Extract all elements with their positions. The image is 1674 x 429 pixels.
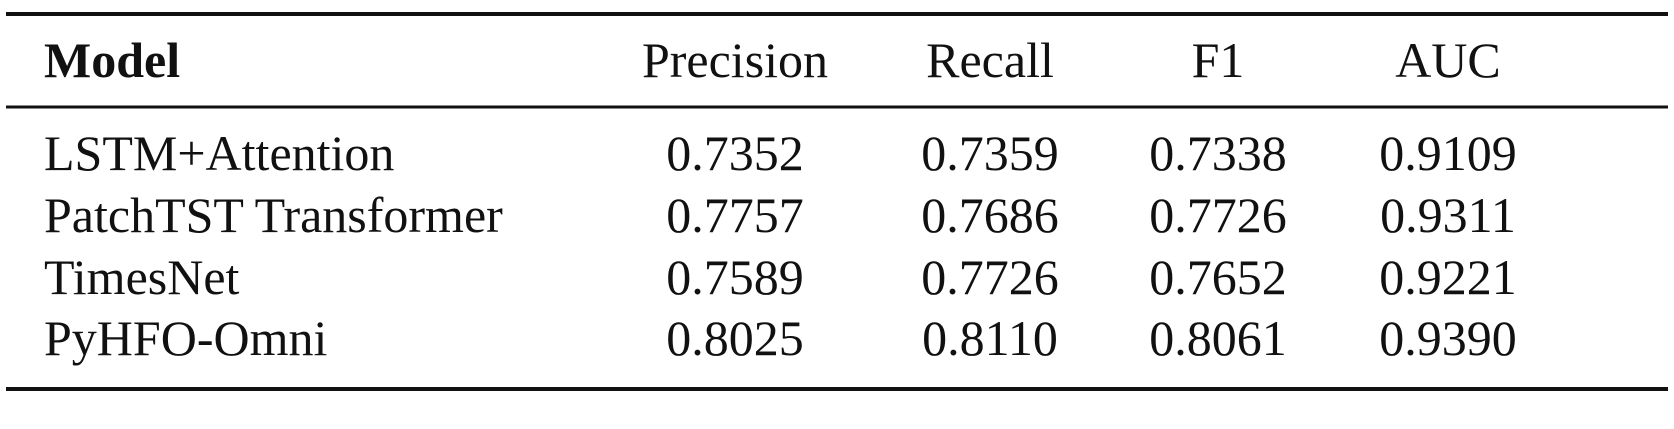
metric-value: 0.8025 xyxy=(666,310,804,366)
metric-value: 0.7589 xyxy=(666,249,804,305)
metric-value: 0.7352 xyxy=(666,125,804,181)
metric-value: 0.7726 xyxy=(921,249,1059,305)
metric-value: 0.8061 xyxy=(1149,310,1287,366)
header-cell: Recall xyxy=(926,32,1054,88)
metric-value: 0.8110 xyxy=(922,310,1058,366)
header-cell: Model xyxy=(44,32,180,88)
metric-value: 0.9390 xyxy=(1379,310,1517,366)
model-name: TimesNet xyxy=(44,249,240,305)
header-cell: AUC xyxy=(1395,32,1501,88)
metric-value: 0.7338 xyxy=(1149,125,1287,181)
header-cell: F1 xyxy=(1192,32,1245,88)
model-name: LSTM+Attention xyxy=(44,125,394,181)
model-name: PyHFO-Omni xyxy=(44,310,327,366)
metric-value: 0.9221 xyxy=(1379,249,1517,305)
metric-value: 0.9311 xyxy=(1380,187,1516,243)
model-name: PatchTST Transformer xyxy=(44,187,503,243)
metric-value: 0.7686 xyxy=(921,187,1059,243)
metric-value: 0.7757 xyxy=(666,187,804,243)
metric-value: 0.7726 xyxy=(1149,187,1287,243)
metric-value: 0.7359 xyxy=(921,125,1059,181)
metric-value: 0.9109 xyxy=(1379,125,1517,181)
header-cell: Precision xyxy=(642,32,828,88)
metric-value: 0.7652 xyxy=(1149,249,1287,305)
